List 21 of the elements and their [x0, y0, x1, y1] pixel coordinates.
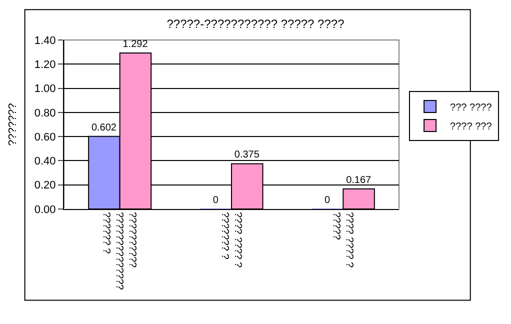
y-tick-label: 1.00	[34, 83, 56, 96]
legend-label: ???? ???	[450, 121, 492, 132]
x-tick-label: ???? ???? ? ??????? ?	[218, 212, 243, 268]
x-tick-label: ?????????? ?????????????? ?????? ?	[100, 212, 138, 290]
y-tick-label: 0.00	[34, 204, 56, 216]
data-label: 0.602	[91, 122, 117, 134]
y-tick-label: 1.20	[34, 58, 56, 71]
data-label: 0	[212, 195, 219, 206]
data-label: 0.167	[346, 174, 372, 186]
y-tick-label: 1.40	[34, 34, 56, 47]
y-tick-label: 0.40	[34, 156, 56, 168]
y-tick-label: 0.60	[34, 131, 56, 144]
x-tick-label: ???? ???? ? ?????	[330, 212, 354, 268]
data-label: 0	[324, 195, 331, 206]
y-tick-label: 0.20	[34, 180, 56, 192]
data-label: 1.292	[122, 39, 148, 50]
chart-title: ?????-??????????? ????? ????	[166, 16, 345, 31]
data-label: 0.375	[234, 150, 260, 161]
legend-label: ??? ????	[450, 102, 492, 114]
y-axis-title: ???????	[7, 103, 20, 146]
y-tick-label: 0.80	[34, 107, 56, 120]
